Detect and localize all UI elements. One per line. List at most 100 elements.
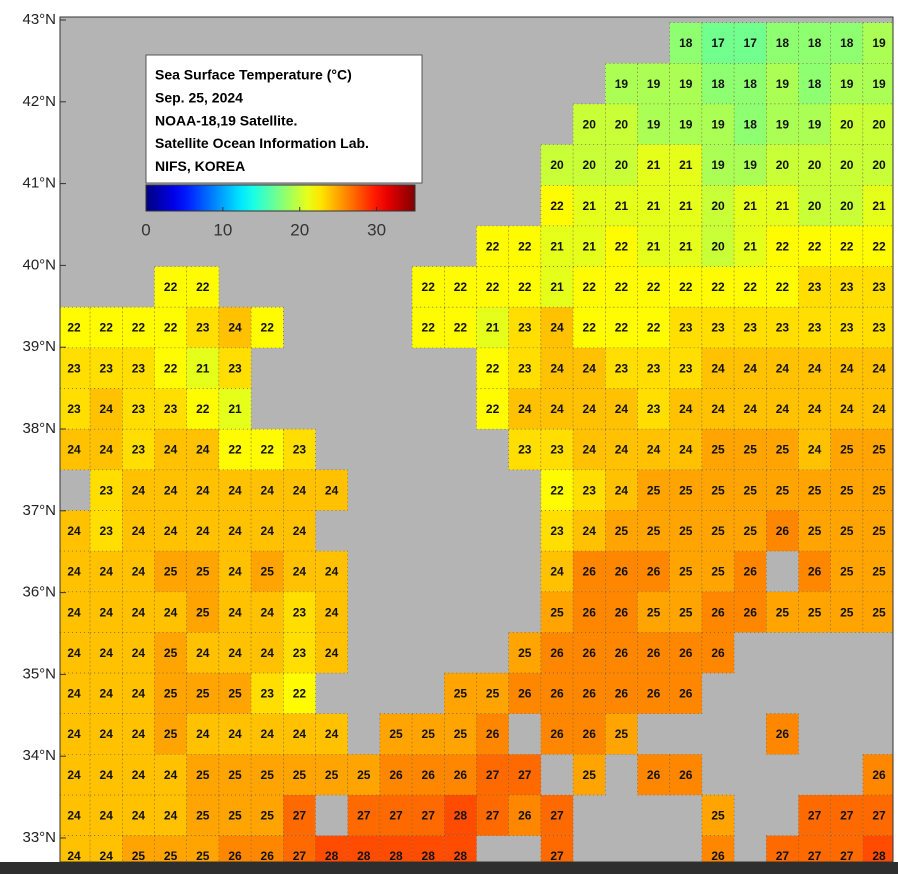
sst-cell [701,347,735,389]
sst-cell [765,184,799,227]
sst-cell [282,469,316,511]
sst-cell [798,225,832,267]
sst-value: 22 [100,321,114,335]
sst-cell [218,794,252,836]
sst-value: 24 [100,687,114,701]
sst-cell [59,835,91,863]
sst-value: 26 [647,687,661,701]
sst-cell [218,550,252,593]
sst-cell [508,632,542,674]
sst-cell [89,835,123,863]
sst-value: 24 [872,402,886,416]
sst-cell [540,388,574,430]
sst-value: 20 [711,199,725,213]
sst-value: 22 [454,280,468,294]
sst-cell [862,266,894,308]
sst-value: 24 [261,524,275,538]
sst-value: 23 [550,524,564,538]
sst-value: 22 [872,239,886,253]
sst-value: 24 [196,646,210,660]
sst-cell [122,428,155,471]
sst-value: 26 [389,768,403,782]
sst-value: 20 [840,158,854,172]
sst-value: 22 [486,280,500,294]
sst-value: 24 [100,768,114,782]
sst-cell [733,103,767,145]
sst-value: 26 [583,605,597,619]
sst-value: 23 [647,402,661,416]
sst-value: 24 [808,361,822,375]
sst-value: 28 [389,849,403,863]
sst-value: 18 [808,36,822,50]
sst-value: 18 [744,77,758,91]
sst-value: 22 [711,280,725,294]
sst-cell [89,713,123,755]
sst-value: 26 [647,768,661,782]
sst-value: 19 [840,77,854,91]
sst-cell [669,306,703,349]
sst-cell [572,388,606,430]
sst-cell [604,388,638,430]
sst-cell [59,347,91,389]
sst-value: 26 [776,524,790,538]
sst-value: 23 [261,687,275,701]
sst-value: 22 [615,280,629,294]
sst-value: 26 [583,687,597,701]
sst-cell [798,63,832,105]
sst-value: 25 [647,524,661,538]
sst-value: 22 [132,321,146,335]
sst-value: 28 [872,849,886,863]
sst-value: 27 [840,809,854,823]
sst-cell [315,754,349,796]
sst-value: 26 [615,687,629,701]
sst-value: 21 [744,199,758,213]
sst-cell [798,306,832,349]
lat-label: 39°N [22,338,56,355]
sst-value: 22 [518,239,532,253]
sst-value: 19 [711,158,725,172]
sst-value: 25 [261,768,275,782]
sst-value: 26 [550,687,564,701]
bottom-bar [0,862,898,874]
sst-value: 22 [196,402,210,416]
sst-value: 19 [647,77,661,91]
sst-cell [89,632,123,674]
sst-cell [540,550,574,593]
sst-value: 22 [647,280,661,294]
sst-value: 23 [293,646,307,660]
sst-cell [411,266,445,308]
sst-value: 21 [679,158,693,172]
sst-value: 24 [132,483,146,497]
sst-cell [701,266,735,308]
sst-value: 25 [776,483,790,497]
sst-value: 24 [840,402,854,416]
sst-value: 24 [196,483,210,497]
sst-cell [250,591,284,633]
sst-cell [798,510,832,552]
sst-value: 24 [100,646,114,660]
sst-cell [604,428,638,471]
sst-cell [218,672,252,715]
sst-cells: 18 17 17 18 18 18 19 19 19 19 18 18 19 18 19 19 20 20 19 19… [59,22,894,863]
sst-value: 25 [711,483,725,497]
sst-value: 19 [679,77,693,91]
sst-value: 23 [518,443,532,457]
sst-cell [604,713,638,755]
sst-cell [540,713,574,755]
sst-value: 23 [293,443,307,457]
sst-cell [508,388,542,430]
sst-cell [862,388,894,430]
sst-value: 27 [776,849,790,863]
sst-cell [798,469,832,511]
sst-value: 25 [389,727,403,741]
sst-value: 26 [583,565,597,579]
sst-cell [59,550,91,593]
sst-value: 20 [808,158,822,172]
sst-value: 26 [679,646,693,660]
sst-value: 18 [711,77,725,91]
sst-cell [315,469,349,511]
sst-value: 28 [325,849,339,863]
sst-value: 26 [615,565,629,579]
sst-value: 25 [228,687,242,701]
sst-value: 24 [100,402,114,416]
